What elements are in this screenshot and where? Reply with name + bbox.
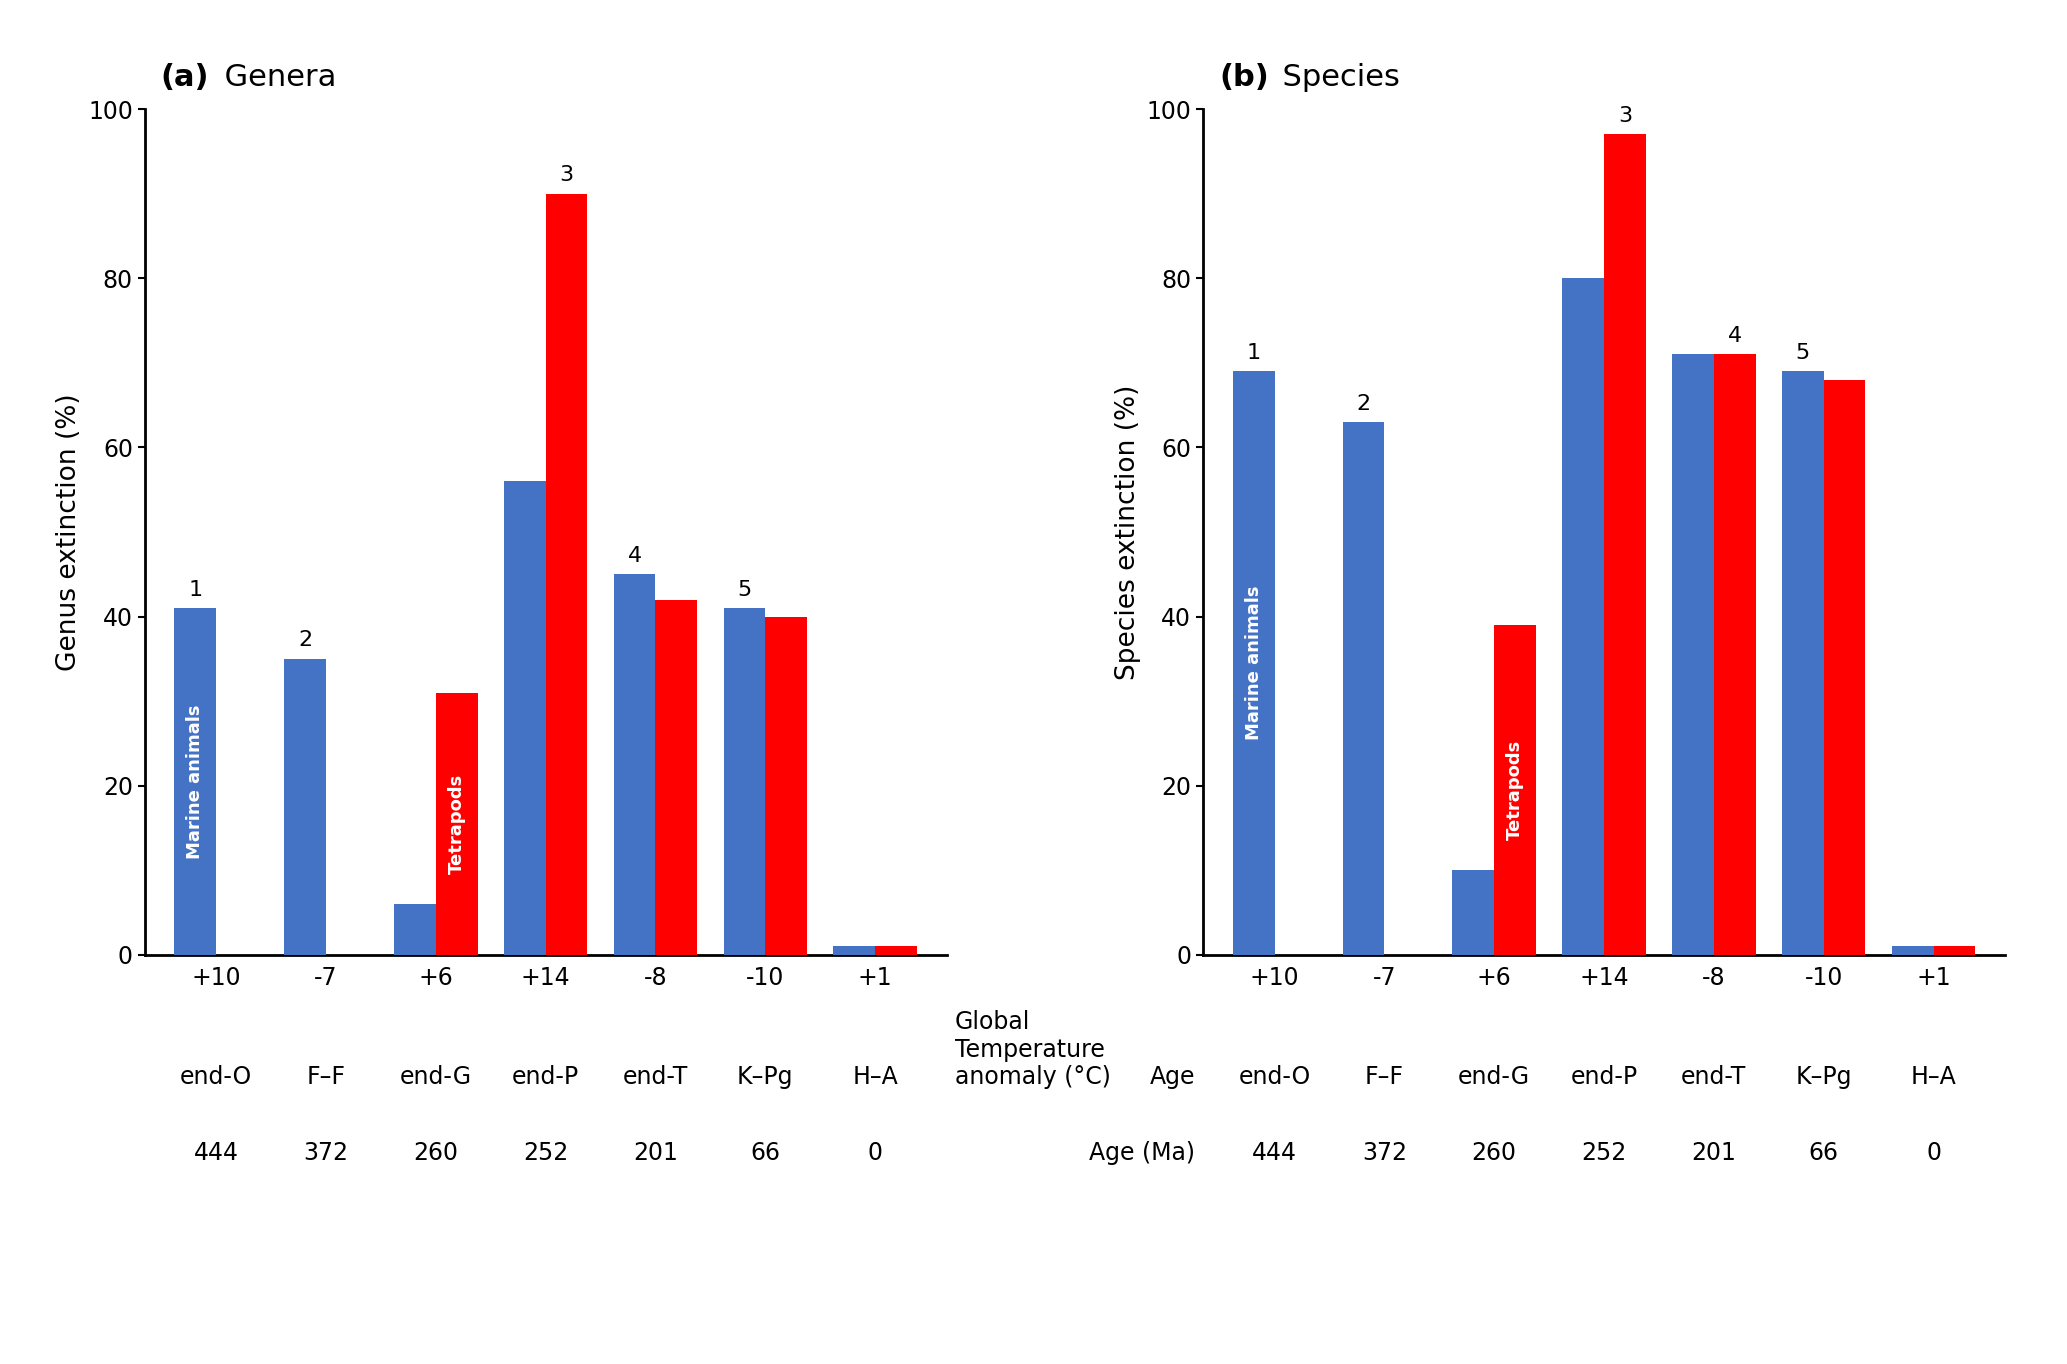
Bar xyxy=(1453,870,1494,955)
Text: F–F: F–F xyxy=(1364,1065,1403,1088)
Text: end-O: end-O xyxy=(180,1065,252,1088)
Text: 1: 1 xyxy=(188,580,203,600)
Bar xyxy=(546,194,587,955)
Text: Marine animals: Marine animals xyxy=(1244,585,1263,741)
Bar xyxy=(436,693,477,955)
Text: 372: 372 xyxy=(304,1140,349,1165)
Text: end-P: end-P xyxy=(513,1065,579,1088)
Bar xyxy=(614,574,655,955)
Text: H–A: H–A xyxy=(852,1065,897,1088)
Text: 444: 444 xyxy=(1253,1140,1296,1165)
Text: Species: Species xyxy=(1263,63,1399,93)
Bar xyxy=(1604,135,1645,955)
Bar xyxy=(874,947,918,955)
Text: F–F: F–F xyxy=(306,1065,345,1088)
Text: end-T: end-T xyxy=(1680,1065,1747,1088)
Y-axis label: Species extinction (%): Species extinction (%) xyxy=(1114,385,1141,679)
Bar xyxy=(1494,625,1536,955)
Text: K–Pg: K–Pg xyxy=(1796,1065,1852,1088)
Text: Tetrapods: Tetrapods xyxy=(1507,739,1523,840)
Bar xyxy=(504,481,546,955)
Text: 4: 4 xyxy=(1728,326,1742,346)
Text: 372: 372 xyxy=(1362,1140,1408,1165)
Text: 201: 201 xyxy=(1691,1140,1736,1165)
Text: 66: 66 xyxy=(1809,1140,1840,1165)
Y-axis label: Genus extinction (%): Genus extinction (%) xyxy=(56,393,83,671)
Text: 1: 1 xyxy=(1246,342,1261,363)
Text: Tetrapods: Tetrapods xyxy=(449,773,465,874)
Text: Global
Temperature
anomaly (°C): Global Temperature anomaly (°C) xyxy=(955,1009,1110,1090)
Text: end-T: end-T xyxy=(622,1065,688,1088)
Bar xyxy=(1782,371,1823,955)
Text: 260: 260 xyxy=(413,1140,459,1165)
Bar xyxy=(1232,371,1275,955)
Text: 0: 0 xyxy=(868,1140,883,1165)
Bar xyxy=(723,608,765,955)
Text: end-O: end-O xyxy=(1238,1065,1310,1088)
Bar xyxy=(395,904,436,955)
Bar xyxy=(1933,947,1976,955)
Bar xyxy=(765,617,806,955)
Text: 2: 2 xyxy=(298,630,312,651)
Text: 252: 252 xyxy=(1581,1140,1627,1165)
Bar xyxy=(833,947,874,955)
Text: Marine animals: Marine animals xyxy=(186,704,205,859)
Text: K–Pg: K–Pg xyxy=(738,1065,794,1088)
Text: (b): (b) xyxy=(1220,63,1269,93)
Bar xyxy=(174,608,217,955)
Bar xyxy=(1823,379,1867,955)
Text: 4: 4 xyxy=(628,546,641,566)
Text: (a): (a) xyxy=(161,63,209,93)
Text: end-P: end-P xyxy=(1571,1065,1637,1088)
Text: 444: 444 xyxy=(194,1140,238,1165)
Text: 66: 66 xyxy=(750,1140,781,1165)
Text: end-G: end-G xyxy=(399,1065,471,1088)
Text: 3: 3 xyxy=(560,165,573,186)
Text: Age (Ma): Age (Ma) xyxy=(1089,1140,1195,1165)
Text: 3: 3 xyxy=(1618,106,1633,125)
Text: 5: 5 xyxy=(1796,342,1811,363)
Bar xyxy=(1344,421,1385,955)
Text: end-G: end-G xyxy=(1457,1065,1530,1088)
Bar xyxy=(1891,947,1933,955)
Text: 201: 201 xyxy=(633,1140,678,1165)
Text: 252: 252 xyxy=(523,1140,568,1165)
Bar xyxy=(1563,278,1604,955)
Text: 2: 2 xyxy=(1356,394,1370,413)
Bar xyxy=(1672,355,1714,955)
Text: 0: 0 xyxy=(1926,1140,1941,1165)
Text: 5: 5 xyxy=(738,580,752,600)
Bar xyxy=(655,600,697,955)
Bar xyxy=(283,659,327,955)
Text: 260: 260 xyxy=(1472,1140,1517,1165)
Text: H–A: H–A xyxy=(1910,1065,1957,1088)
Bar xyxy=(1714,355,1755,955)
Text: Age: Age xyxy=(1149,1065,1195,1088)
Text: Genera: Genera xyxy=(205,63,337,93)
